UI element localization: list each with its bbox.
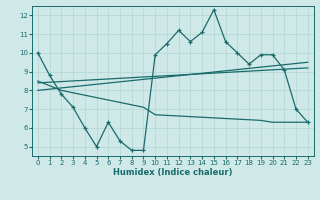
X-axis label: Humidex (Indice chaleur): Humidex (Indice chaleur) — [113, 168, 233, 177]
